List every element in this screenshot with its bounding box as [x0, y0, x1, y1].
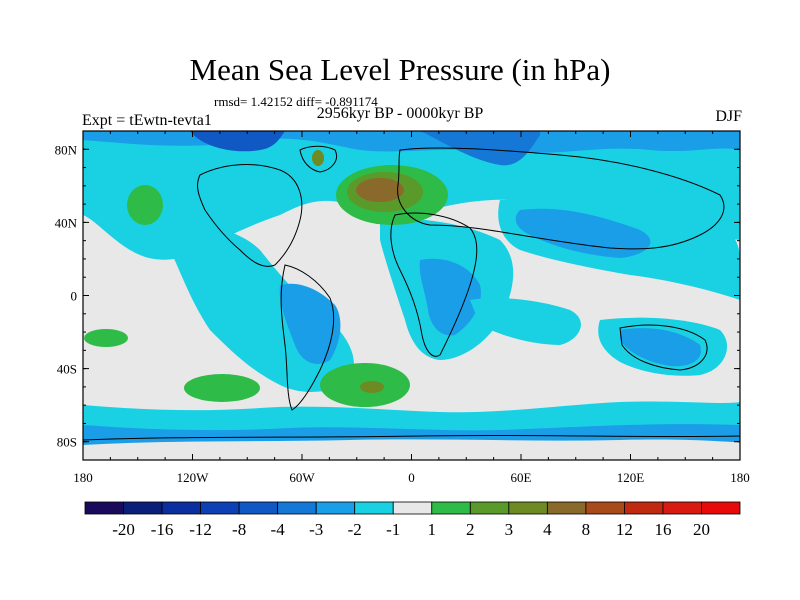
- colorbar-swatch: [585, 501, 625, 515]
- lon-tick-label: 60E: [511, 470, 532, 485]
- lat-tick-label: 40S: [57, 362, 77, 377]
- season-label: DJF: [715, 108, 742, 125]
- south-east-pacific-high: [184, 374, 260, 402]
- colorbar-level-label: -20: [112, 520, 135, 539]
- lat-tick-label: 0: [71, 289, 78, 304]
- colorbar-swatch: [200, 501, 240, 515]
- colorbar-level-label: -3: [309, 520, 323, 539]
- colorbar-level-label: -16: [151, 520, 174, 539]
- south-atlantic-high-core: [360, 381, 384, 393]
- colorbar-swatch: [161, 501, 201, 515]
- lat-tick-label: 40N: [55, 215, 78, 230]
- colorbar-level-label: 20: [693, 520, 710, 539]
- colorbar-swatch: [431, 501, 471, 515]
- colorbar-level-label: 1: [428, 520, 437, 539]
- colorbar-level-label: -4: [271, 520, 286, 539]
- colorbar: -20 -16 -12 -8 -4 -3 -2 -1 1 2 3 4 8 12 16 20: [84, 501, 741, 539]
- colorbar-swatch: [546, 501, 587, 515]
- indian-ocean-cyan: [470, 298, 581, 345]
- colorbar-swatch: [84, 501, 124, 515]
- north-pacific-high: [127, 185, 163, 225]
- colorbar-swatch: [701, 501, 741, 515]
- lon-tick-label: 120W: [177, 470, 210, 485]
- colorbar-swatch: [123, 501, 163, 515]
- colorbar-swatch: [354, 501, 394, 515]
- map-axes: 180 120W 60W 0 60E 120E 180 80N 40N 0 40S 80S: [55, 130, 750, 485]
- colorbar-level-label: 2: [466, 520, 475, 539]
- arctic-dark-patch: [420, 131, 540, 166]
- colorbar-swatch: [238, 501, 279, 515]
- lat-tick-label: 80N: [55, 142, 78, 157]
- period-text: 2956kyr BP - 0000kyr BP: [316, 105, 484, 122]
- south-america-blue: [279, 283, 341, 365]
- coastlines: [83, 145, 740, 441]
- colorbar-level-label: -2: [348, 520, 362, 539]
- lon-tick-label: 180: [73, 470, 93, 485]
- lon-tick-label: 0: [408, 470, 415, 485]
- colorbar-level-label: 12: [616, 520, 633, 539]
- africa-blue: [419, 258, 481, 336]
- colorbar-swatch: [662, 501, 702, 515]
- colorbar-level-label: 4: [543, 520, 552, 539]
- colorbar-level-label: -8: [232, 520, 246, 539]
- colorbar-level-label: 8: [582, 520, 591, 539]
- lat-tick-label: 80S: [57, 435, 77, 450]
- north-atlantic-high-core: [356, 178, 404, 202]
- colorbar-swatch: [277, 501, 317, 515]
- chart-title: Mean Sea Level Pressure (in hPa): [189, 52, 611, 87]
- colorbar-swatch: [624, 501, 664, 515]
- south-pacific-high: [84, 329, 128, 347]
- colorbar-swatch: [315, 501, 356, 515]
- asia-blue: [515, 208, 651, 258]
- stats-text: rmsd= 1.42152 diff= -0.891174: [214, 94, 378, 109]
- lon-tick-label: 60W: [289, 470, 315, 485]
- greenland-high: [312, 150, 324, 166]
- lon-tick-label: 120E: [617, 470, 645, 485]
- colorbar-level-label: -12: [189, 520, 212, 539]
- australia-blue: [620, 328, 701, 367]
- colorbar-swatch: [392, 501, 433, 515]
- colorbar-swatch: [469, 501, 510, 515]
- antarctic-grey: [83, 439, 740, 460]
- colorbar-level-label: -1: [386, 520, 400, 539]
- pressure-field: [83, 131, 740, 460]
- colorbar-level-label: 3: [505, 520, 514, 539]
- experiment-label: Expt = tEwtn-tevta1: [82, 112, 212, 129]
- colorbar-level-label: 16: [654, 520, 671, 539]
- lon-tick-label: 180: [730, 470, 750, 485]
- arctic-dark-patch-2: [190, 131, 285, 152]
- colorbar-swatch: [508, 501, 548, 515]
